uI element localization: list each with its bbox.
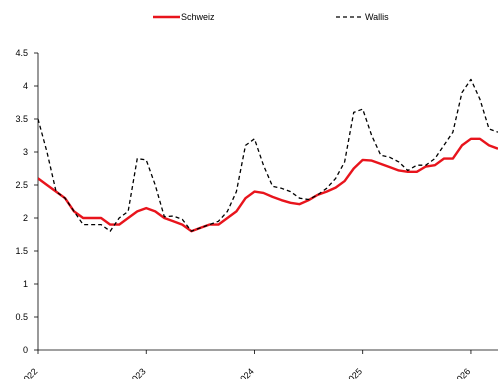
- y-tick-label: 2.5: [15, 180, 28, 190]
- legend-label-schweiz: Schweiz: [181, 12, 215, 22]
- legend: Schweiz Wallis: [153, 12, 389, 22]
- y-tick-label: 0: [23, 345, 28, 355]
- x-tick-label: 2025: [343, 366, 364, 379]
- y-tick-label: 2: [23, 213, 28, 223]
- x-tick-label: 2026: [451, 366, 472, 379]
- y-tick-label: 4: [23, 81, 28, 91]
- y-tick-label: 1: [23, 279, 28, 289]
- x-tick-label: 2024: [235, 366, 256, 379]
- plot-area: [38, 78, 498, 233]
- y-tick-label: 4.5: [15, 48, 28, 58]
- y-tick-label: 3: [23, 147, 28, 157]
- y-tick-label: 1.5: [15, 246, 28, 256]
- x-tick-label: 2023: [126, 366, 147, 379]
- legend-label-wallis: Wallis: [365, 12, 389, 22]
- y-tick-label: 0.5: [15, 312, 28, 322]
- series-line-schweiz: [38, 137, 498, 233]
- y-tick-label: 3.5: [15, 114, 28, 124]
- axes: 0 0.5 1 1.5 2 2.5 3 3.5 4 4.5 2022 2023 2024 2025 2026: [15, 48, 498, 379]
- series-line-wallis: [38, 78, 498, 232]
- x-tick-label: 2022: [18, 366, 39, 379]
